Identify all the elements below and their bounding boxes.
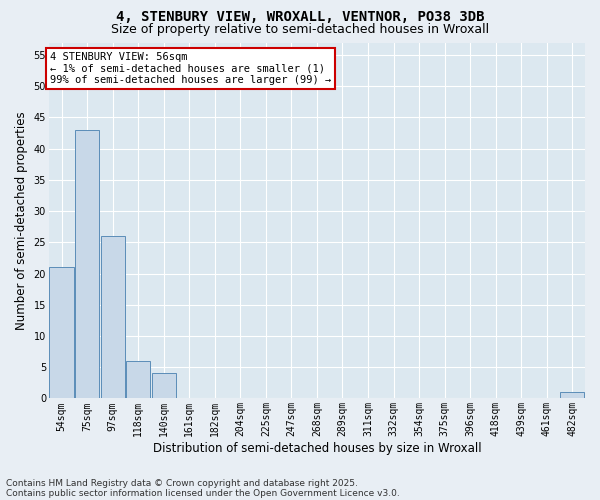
Bar [126,361,151,399]
Text: Size of property relative to semi-detached houses in Wroxall: Size of property relative to semi-detach… [111,22,489,36]
X-axis label: Distribution of semi-detached houses by size in Wroxall: Distribution of semi-detached houses by … [152,442,481,455]
Text: 4, STENBURY VIEW, WROXALL, VENTNOR, PO38 3DB: 4, STENBURY VIEW, WROXALL, VENTNOR, PO38… [116,10,484,24]
Text: Contains HM Land Registry data © Crown copyright and database right 2025.: Contains HM Land Registry data © Crown c… [6,478,358,488]
Bar [560,392,584,398]
Text: 4 STENBURY VIEW: 56sqm
← 1% of semi-detached houses are smaller (1)
99% of semi-: 4 STENBURY VIEW: 56sqm ← 1% of semi-deta… [50,52,331,85]
Bar [49,268,74,398]
Text: Contains public sector information licensed under the Open Government Licence v3: Contains public sector information licen… [6,488,400,498]
Bar [75,130,99,398]
Bar [101,236,125,398]
Bar [152,374,176,398]
Y-axis label: Number of semi-detached properties: Number of semi-detached properties [15,111,28,330]
